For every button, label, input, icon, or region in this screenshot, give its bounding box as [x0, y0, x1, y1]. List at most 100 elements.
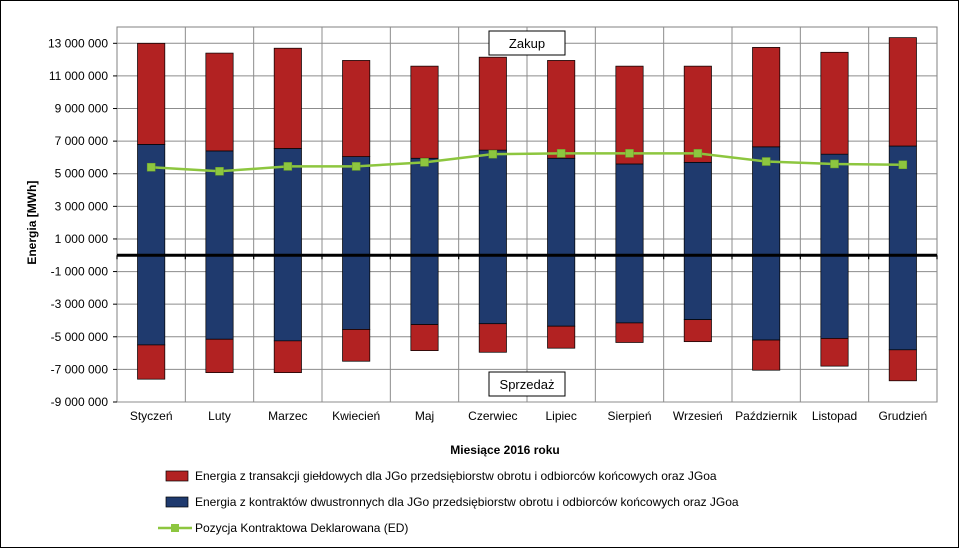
bar-exchange-sale — [137, 344, 166, 380]
bar-bilateral-sale — [820, 254, 849, 339]
bar-bilateral-sale — [342, 254, 371, 330]
annotation-purchase-box — [488, 30, 566, 56]
bar-bilateral-sale — [752, 254, 781, 341]
y-axis: 13 000 000 11 000 000 9 000 000 7 000 000 5 … — [48, 36, 117, 409]
bar-bilateral-sale — [273, 254, 302, 342]
ed-point — [625, 149, 634, 158]
ed-point — [420, 158, 429, 167]
legend-label: Energia z transakcji giełdowych dla JGo … — [195, 469, 717, 483]
bar-exchange-sale — [205, 338, 234, 374]
x-tick-label: Grudzień — [878, 409, 927, 423]
bar-bilateral-sale — [478, 254, 507, 325]
bar-bilateral-purchase — [137, 144, 166, 256]
x-tick-label: Listopad — [812, 409, 857, 423]
bar-bilateral-purchase — [478, 149, 507, 256]
bar-exchange-sale — [410, 324, 439, 351]
legend-swatch — [165, 470, 189, 482]
bar-exchange-purchase — [820, 51, 849, 155]
x-tick-label: Maj — [415, 409, 434, 423]
bar-bilateral-sale — [683, 254, 712, 321]
ed-point — [488, 149, 498, 159]
ed-point — [761, 157, 771, 166]
y-tick-label: -1 000 000 — [51, 265, 109, 279]
bar-bilateral-purchase — [410, 157, 439, 256]
y-tick-label: 1 000 000 — [55, 232, 109, 246]
ed-point — [830, 159, 839, 169]
annotation-sale: Sprzedaż — [500, 377, 555, 392]
bar-bilateral-purchase — [820, 153, 849, 256]
ed-point — [693, 149, 703, 158]
y-tick-label: -5 000 000 — [51, 330, 109, 344]
y-tick-label: 9 000 000 — [55, 102, 109, 116]
bar-exchange-purchase — [888, 37, 917, 147]
legend-marker — [171, 524, 179, 532]
legend: Energia z transakcji giełdowych dla JGo … — [158, 469, 739, 535]
annotation-purchase: Zakup — [509, 36, 545, 51]
x-axis-title: Miesiące 2016 roku — [450, 443, 559, 457]
y-axis-title: Energia [MWh] — [25, 181, 39, 265]
ed-point — [146, 162, 156, 172]
y-tick-label: -7 000 000 — [51, 362, 109, 376]
legend-label: Pozycja Kontraktowa Deklarowana (ED) — [195, 521, 408, 535]
bar-bilateral-sale — [410, 254, 439, 325]
bar-exchange-purchase — [137, 42, 166, 145]
bar-bilateral-sale — [205, 254, 234, 340]
ed-point — [283, 162, 293, 171]
y-tick-label: 5 000 000 — [55, 167, 109, 181]
x-tick-label: Styczeń — [130, 409, 173, 423]
x-tick-label: Wrzesień — [673, 409, 723, 423]
bar-exchange-purchase — [683, 65, 712, 163]
annotation-sale-box — [488, 371, 566, 397]
bar-exchange-purchase — [410, 65, 439, 159]
ed-point — [556, 149, 566, 158]
bar-exchange-purchase — [273, 47, 302, 149]
bar-exchange-purchase — [205, 52, 234, 152]
ed-line — [151, 152, 903, 173]
bar-exchange-sale — [615, 322, 644, 343]
bar-exchange-sale — [888, 349, 917, 382]
zero-axis — [116, 253, 938, 260]
bar-bilateral-sale — [547, 254, 576, 327]
bar-exchange-sale — [478, 323, 507, 353]
y-tick-label: 3 000 000 — [55, 199, 109, 213]
bar-bilateral-sale — [615, 254, 644, 324]
ed-point — [351, 162, 361, 171]
bar-bilateral-purchase — [547, 157, 576, 256]
bar-bilateral-purchase — [615, 163, 644, 256]
bar-exchange-sale — [547, 325, 576, 349]
bar-bilateral-purchase — [342, 156, 371, 256]
legend-swatch — [165, 496, 189, 508]
y-tick-label: 11 000 000 — [49, 69, 108, 83]
legend-label: Energia z kontraktów dwustronnych dla JG… — [195, 495, 739, 509]
y-tick-label: 13 000 000 — [48, 36, 108, 50]
x-tick-label: Kwiecień — [332, 409, 380, 423]
x-tick-label: Luty — [208, 409, 231, 423]
x-tick-label: Marzec — [268, 409, 307, 423]
y-tick-label: -3 000 000 — [51, 297, 109, 311]
bar-exchange-purchase — [342, 60, 371, 157]
x-tick-label: Sierpień — [607, 409, 651, 423]
bar-bilateral-purchase — [205, 150, 234, 256]
y-tick-label: 7 000 000 — [55, 134, 109, 148]
x-axis: Styczeń Luty Marzec Kwiecień Maj Czerwiec Lipi… — [130, 409, 927, 423]
gridlines — [117, 27, 937, 403]
bar-bilateral-sale — [888, 254, 917, 351]
bar-exchange-purchase — [615, 65, 644, 165]
bar-exchange-sale — [342, 329, 371, 362]
bar-exchange-sale — [683, 319, 712, 343]
bar-bilateral-sale — [137, 254, 166, 346]
ed-point — [898, 160, 908, 170]
bar-exchange-sale — [273, 340, 302, 374]
series-ed-line — [146, 149, 908, 176]
y-tick-label: -9 000 000 — [51, 395, 109, 409]
bar-exchange-purchase — [478, 56, 507, 151]
x-tick-label: Czerwiec — [468, 409, 517, 423]
bar-exchange-purchase — [547, 60, 576, 159]
ed-point — [215, 167, 224, 176]
bar-bilateral-purchase — [683, 161, 712, 256]
bar-exchange-purchase — [752, 47, 781, 148]
bar-exchange-sale — [820, 338, 849, 367]
x-tick-label: Październik — [735, 409, 798, 423]
x-tick-label: Lipiec — [545, 409, 576, 423]
